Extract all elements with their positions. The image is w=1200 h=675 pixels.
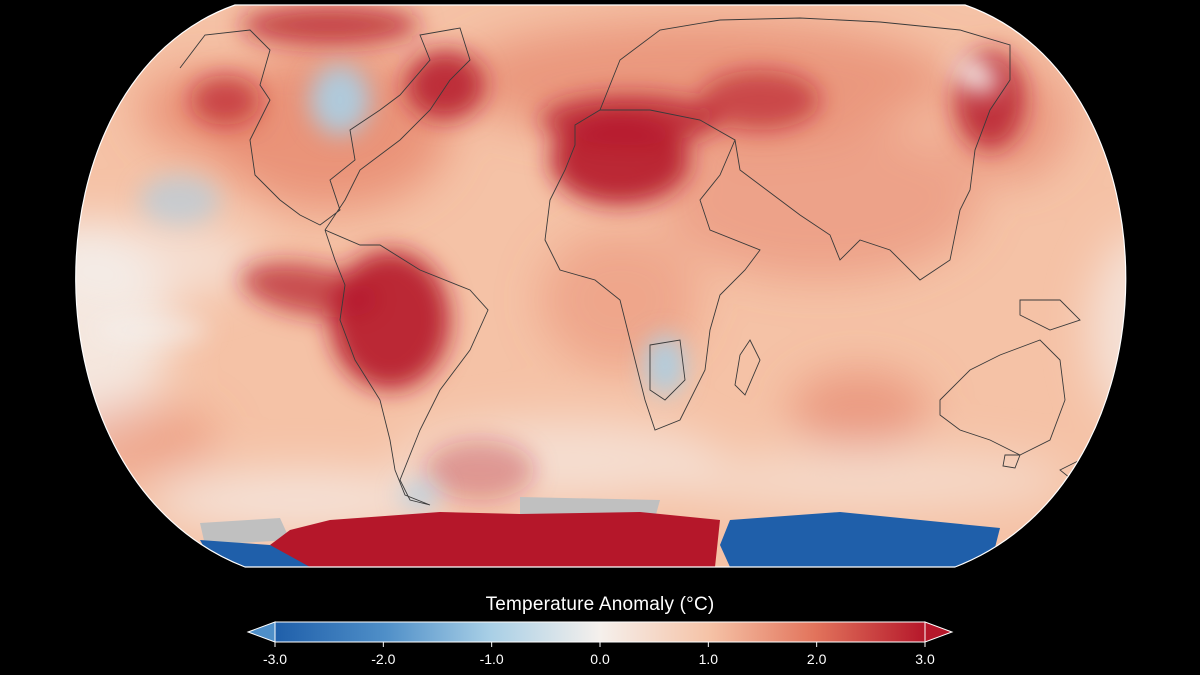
antarctica-region <box>200 497 1000 567</box>
temperature-anomaly-map <box>75 4 1127 568</box>
colorbar-tick-label: -2.0 <box>371 651 396 667</box>
colorbar-tick-label: 3.0 <box>915 651 935 667</box>
colorbar <box>246 621 954 647</box>
cool-anomaly-regions <box>90 56 998 510</box>
hot-anomaly-regions <box>190 5 1025 500</box>
warm-anomaly-regions <box>75 20 1126 530</box>
colorbar-high-extend-arrow <box>924 621 954 643</box>
anomaly-field <box>75 5 1126 567</box>
colorbar-low-extend-arrow <box>246 621 276 643</box>
colorbar-tick-label: -3.0 <box>262 651 288 667</box>
colorbar-gradient <box>275 622 925 642</box>
legend-title: Temperature Anomaly (°C) <box>485 594 715 615</box>
map-border <box>75 4 1127 568</box>
colorbar-tick-label: 1.0 <box>698 651 719 667</box>
colorbar-ticks <box>274 642 926 647</box>
world-map-svg <box>75 4 1127 568</box>
colorbar-tick-label: -1.0 <box>479 651 504 667</box>
colorbar-tick-label: 0.0 <box>590 651 610 667</box>
colorbar-tick-label: 2.0 <box>806 651 827 667</box>
